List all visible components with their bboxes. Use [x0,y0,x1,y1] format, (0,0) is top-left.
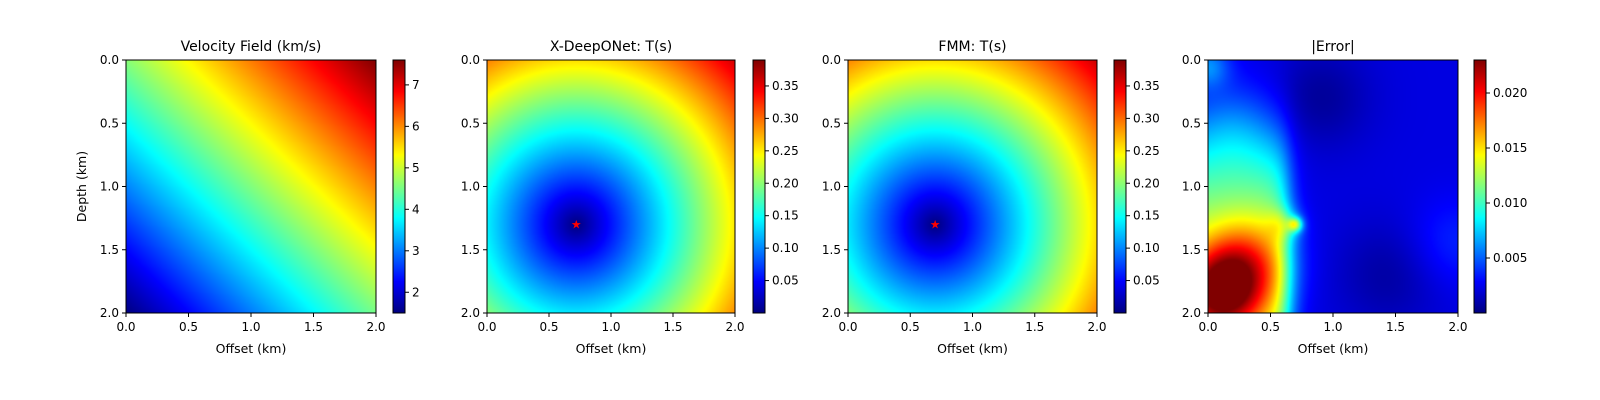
y-tick-label: 1.5 [100,243,119,257]
y-tick-label: 1.0 [461,180,480,194]
source-star-icon: ★ [930,217,941,231]
x-tick-label: 1.5 [1025,320,1044,334]
x-tick-label: 0.0 [838,320,857,334]
colorbar [393,60,405,313]
colorbar-tick-label: 0.35 [1133,79,1160,93]
colorbar [753,60,765,313]
heatmap-4 [1208,60,1458,313]
x-axis-label: Offset (km) [216,341,287,356]
colorbar-tick-label: 3 [412,244,420,258]
panel-title: Velocity Field (km/s) [181,39,322,55]
colorbar-tick-label: 0.20 [772,176,799,190]
heatmap-2 [487,60,735,313]
x-tick-label: 1.5 [663,320,682,334]
colorbar-tick-label: 2 [412,285,420,299]
heatmap-3 [848,60,1097,313]
panel-title: |Error| [1311,39,1355,55]
colorbar-tick-label: 4 [412,202,420,216]
x-tick-label: 0.0 [116,320,135,334]
y-tick-label: 0.5 [1182,116,1201,130]
colorbar-tick-label: 0.15 [1133,209,1160,223]
x-axis-label: Offset (km) [1298,341,1369,356]
colorbar-tick-label: 0.005 [1493,251,1527,265]
x-tick-label: 0.5 [901,320,920,334]
colorbar-tick-label: 0.020 [1493,86,1527,100]
panel-title: FMM: T(s) [938,39,1006,55]
colorbar-frame [1473,59,1487,314]
colorbar-tick-label: 0.10 [772,241,799,255]
y-tick-label: 0.0 [1182,53,1201,67]
colorbar-tick-label: 0.25 [1133,144,1160,158]
colorbar-tick-label: 0.10 [1133,241,1160,255]
colorbar-tick-label: 0.30 [1133,111,1160,125]
y-tick-label: 0.0 [822,53,841,67]
x-tick-label: 2.0 [725,320,744,334]
x-tick-label: 0.5 [539,320,558,334]
colorbar-tick-label: 0.15 [772,209,799,223]
y-axis-label: Depth (km) [74,151,89,222]
y-tick-label: 0.5 [822,116,841,130]
panel-4: 0.0 0.5 1.0 1.5 2.00.00.51.01.52.0|Error|Off… [1182,39,1527,356]
x-tick-label: 1.0 [1323,320,1342,334]
colorbar-frame [1113,59,1127,314]
colorbar-tick-label: 0.35 [772,79,799,93]
y-tick-label: 1.5 [461,243,480,257]
y-tick-label: 1.0 [1182,180,1201,194]
y-tick-label: 1.5 [1182,243,1201,257]
heatmap-1 [126,60,376,313]
y-tick-label: 2.0 [100,306,119,320]
x-tick-label: 2.0 [366,320,385,334]
y-tick-label: 2.0 [1182,306,1201,320]
y-tick-label: 0.5 [100,116,119,130]
x-axis-label: Offset (km) [576,341,647,356]
colorbar [1114,60,1126,313]
x-tick-label: 1.0 [963,320,982,334]
colorbar-tick-label: 0.30 [772,111,799,125]
x-tick-label: 0.5 [1261,320,1280,334]
x-tick-label: 1.0 [601,320,620,334]
y-tick-label: 2.0 [461,306,480,320]
x-tick-label: 1.5 [1386,320,1405,334]
colorbar-tick-label: 0.05 [772,274,799,288]
y-tick-label: 2.0 [822,306,841,320]
x-tick-label: 2.0 [1448,320,1467,334]
colorbar-tick-label: 6 [412,119,420,133]
colorbar-tick-label: 5 [412,161,420,175]
y-tick-label: 1.0 [100,180,119,194]
y-tick-label: 0.5 [461,116,480,130]
x-tick-label: 0.0 [477,320,496,334]
colorbar-tick-label: 0.010 [1493,196,1527,210]
colorbar-frame [392,59,406,314]
panel-2: 0.0 0.5 1.0 1.5 2.00.00.51.01.52.0X-DeepONet… [461,39,799,356]
panel-title: X-DeepONet: T(s) [550,39,672,55]
y-tick-label: 0.0 [461,53,480,67]
colorbar-tick-label: 0.20 [1133,176,1160,190]
y-tick-label: 1.5 [822,243,841,257]
colorbar-tick-label: 0.015 [1493,141,1527,155]
source-star-icon: ★ [571,217,582,231]
x-tick-label: 0.5 [179,320,198,334]
x-tick-label: 1.5 [304,320,323,334]
colorbar-tick-label: 7 [412,78,420,92]
colorbar-tick-label: 0.25 [772,144,799,158]
colorbar-tick-label: 0.05 [1133,274,1160,288]
colorbar [1474,60,1486,313]
y-tick-label: 1.0 [822,180,841,194]
y-tick-label: 0.0 [100,53,119,67]
x-tick-label: 0.0 [1198,320,1217,334]
colorbar-frame [752,59,766,314]
x-tick-label: 1.0 [241,320,260,334]
x-tick-label: 2.0 [1087,320,1106,334]
x-axis-label: Offset (km) [937,341,1008,356]
